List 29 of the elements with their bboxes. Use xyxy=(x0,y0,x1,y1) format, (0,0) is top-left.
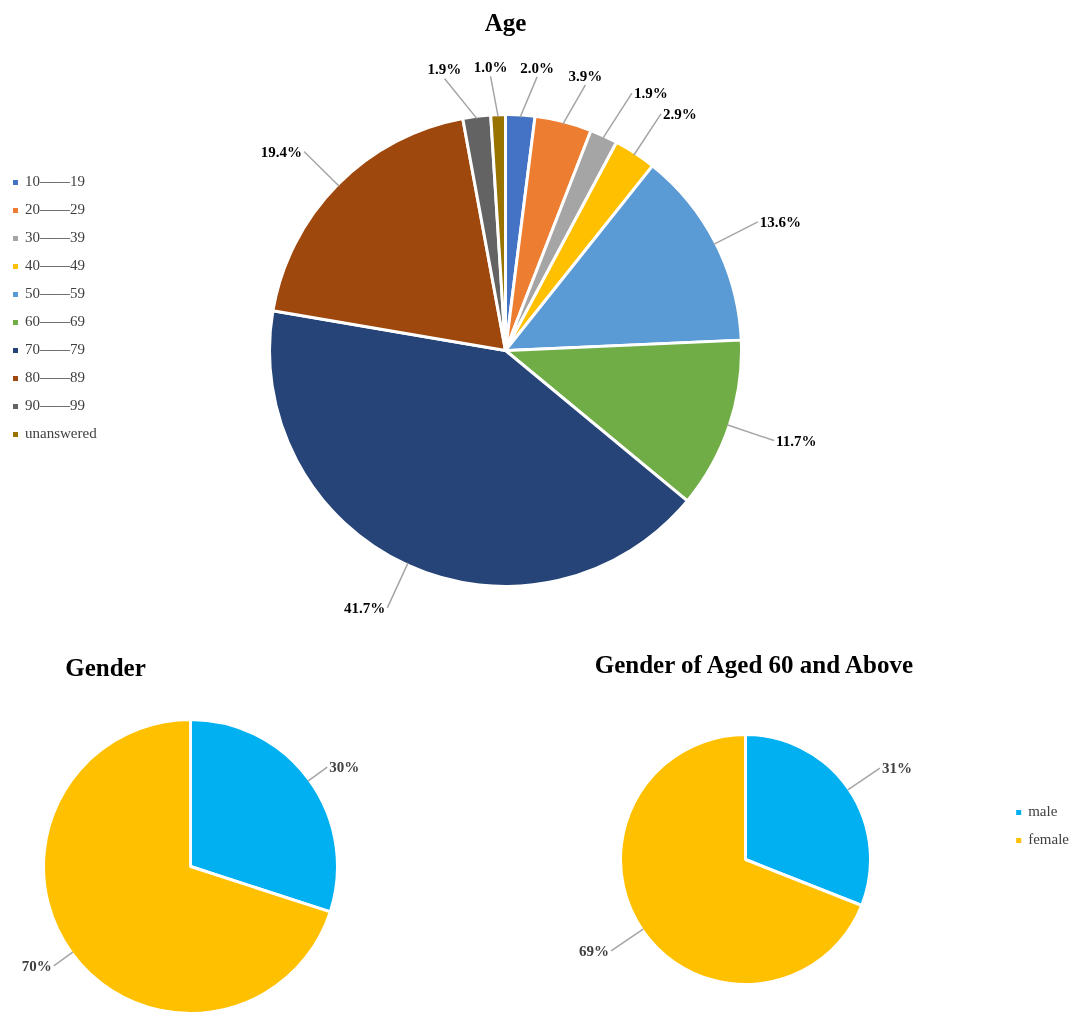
data-label: 1.9% xyxy=(633,85,668,102)
data-label: 41.7% xyxy=(344,599,386,616)
data-label: 1.0% xyxy=(473,59,508,76)
data-label: 11.7% xyxy=(776,432,817,449)
data-label: 70% xyxy=(21,957,52,974)
legend-label: 60——69 xyxy=(25,312,85,331)
legend-label: 70——79 xyxy=(25,340,85,359)
legend-label: 40——49 xyxy=(25,256,85,275)
chart-title: Gender xyxy=(65,654,146,681)
legend-label: 50——59 xyxy=(25,284,85,303)
legend-label: 80——89 xyxy=(25,368,85,387)
legend-label: 30——39 xyxy=(25,228,85,247)
legend-label: 20——29 xyxy=(25,200,85,219)
data-label: 19.4% xyxy=(260,143,302,160)
legend-label: female xyxy=(1028,830,1069,849)
data-label: 2.0% xyxy=(520,59,554,76)
chart-title: Gender of Aged 60 and Above xyxy=(594,651,914,678)
data-label: 1.9% xyxy=(427,61,462,78)
data-label: 13.6% xyxy=(759,213,802,230)
data-label: 3.9% xyxy=(568,67,603,84)
chart-title: Age xyxy=(484,9,527,36)
legend-label: male xyxy=(1028,802,1058,821)
data-label: 30% xyxy=(329,759,360,776)
legend-label: unanswered xyxy=(25,424,97,443)
legend-label: 10——19 xyxy=(25,172,85,191)
data-label: 69% xyxy=(579,942,610,959)
data-label: 2.9% xyxy=(662,105,697,122)
legend-label: 90——99 xyxy=(25,396,85,415)
data-label: 31% xyxy=(881,760,912,777)
